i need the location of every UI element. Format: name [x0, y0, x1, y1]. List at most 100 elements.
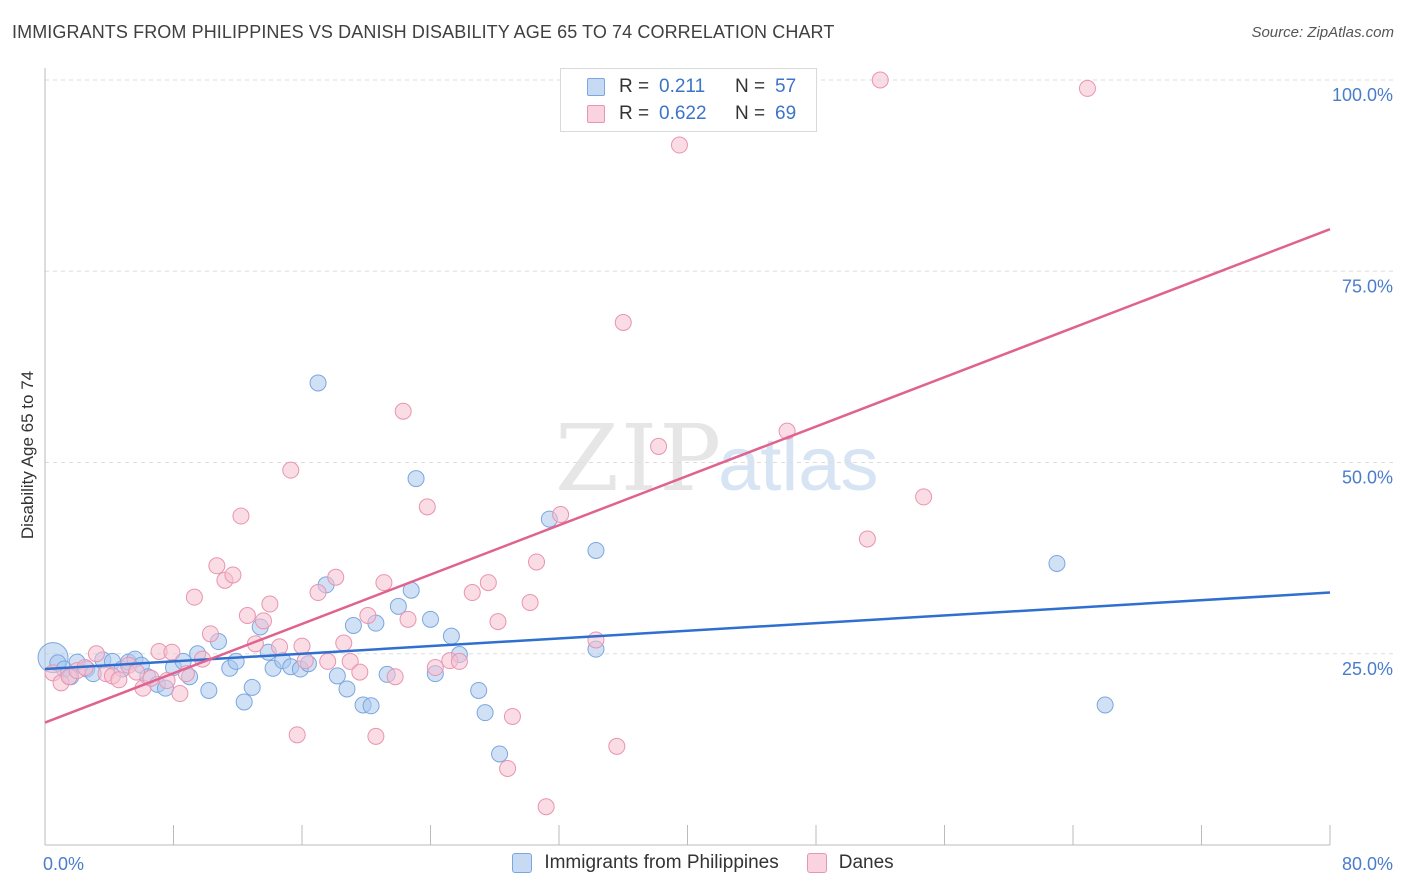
data-point: [407, 470, 425, 488]
data-point: [587, 541, 605, 559]
data-point: [1096, 696, 1114, 714]
data-point: [394, 402, 412, 420]
data-point: [309, 374, 327, 392]
legend-n-label: N =: [735, 76, 766, 97]
data-point: [319, 652, 337, 670]
data-point: [341, 652, 359, 670]
legend-swatch-pink: [587, 105, 605, 123]
data-point: [552, 506, 570, 524]
series-legend: Immigrants from Philippines Danes: [0, 852, 1406, 874]
data-point: [489, 613, 507, 631]
data-point: [858, 530, 876, 548]
data-point: [110, 671, 128, 689]
data-point: [208, 557, 226, 575]
y-tick-label: 50.0%: [1342, 468, 1393, 488]
source-label: Source: ZipAtlas.com: [1251, 24, 1394, 41]
data-point: [375, 574, 393, 592]
legend-row-danes: R = 0.622 N = 69: [587, 102, 796, 126]
data-point: [442, 627, 460, 645]
legend-label-danes: Danes: [838, 852, 894, 873]
data-point: [351, 663, 369, 681]
data-point: [200, 681, 218, 699]
legend-r-value: 0.622: [659, 103, 707, 124]
data-point: [87, 645, 105, 663]
legend-r-label: R =: [619, 76, 650, 97]
series-danes-points: [44, 71, 1096, 816]
data-point: [587, 631, 605, 649]
data-point: [470, 681, 488, 699]
data-point: [418, 498, 436, 516]
data-point: [271, 638, 289, 656]
data-point: [503, 707, 521, 725]
y-tick-label: 25.0%: [1342, 659, 1393, 679]
data-point: [328, 667, 346, 685]
stats-legend: R = 0.211 N = 57 R = 0.622 N = 69: [560, 68, 817, 132]
data-point: [915, 488, 933, 506]
x-tick-label: 80.0%: [1342, 854, 1393, 874]
data-point: [128, 663, 146, 681]
x-tick-label: 0.0%: [43, 854, 84, 874]
data-point: [422, 610, 439, 628]
data-point: [650, 437, 668, 455]
data-point: [309, 584, 327, 602]
data-point: [261, 595, 279, 613]
legend-n-label: N =: [735, 103, 766, 124]
data-point: [224, 566, 242, 584]
data-point: [344, 616, 362, 634]
data-point: [293, 637, 311, 655]
data-point: [389, 597, 407, 615]
data-point: [227, 652, 245, 670]
legend-swatch-pink: [806, 853, 827, 873]
data-point: [528, 553, 546, 571]
data-point: [426, 659, 444, 677]
data-point: [238, 607, 256, 624]
data-point: [491, 745, 509, 763]
gridlines: [45, 79, 1395, 655]
legend-r-label: R =: [619, 103, 650, 124]
x-axis-tick-labels: 0.0% 80.0%: [43, 854, 1393, 874]
data-point: [476, 704, 494, 722]
data-point: [243, 678, 261, 696]
data-point: [386, 668, 404, 686]
data-point: [367, 727, 385, 745]
data-point: [463, 584, 481, 602]
data-point: [499, 760, 517, 777]
data-point: [871, 71, 889, 89]
legend-label-philippines: Immigrants from Philippines: [544, 852, 779, 873]
data-point: [338, 680, 356, 698]
legend-r-value: 0.211: [659, 76, 706, 97]
chart-title: IMMIGRANTS FROM PHILIPPINES VS DANISH DI…: [12, 22, 835, 42]
data-point: [608, 737, 626, 755]
data-point: [185, 588, 203, 606]
data-point: [670, 136, 688, 154]
legend-item-danes: Danes: [806, 852, 894, 874]
y-tick-label: 75.0%: [1342, 276, 1393, 296]
watermark-zip: ZIP: [555, 405, 723, 512]
data-point: [479, 574, 497, 592]
data-point: [163, 643, 181, 661]
data-point: [614, 314, 632, 332]
data-point: [1078, 79, 1096, 97]
data-point: [201, 625, 219, 643]
data-point: [232, 507, 250, 525]
data-point: [171, 685, 189, 703]
legend-swatch-blue: [587, 78, 605, 96]
trend-line: [44, 228, 1331, 724]
legend-row-philippines: R = 0.211 N = 57: [587, 75, 796, 99]
data-point: [399, 610, 417, 628]
watermark-atlas: atlas: [718, 422, 879, 507]
data-point: [450, 652, 468, 670]
legend-swatch-blue: [512, 853, 533, 873]
data-point: [254, 612, 272, 630]
y-axis-tick-labels: 25.0% 50.0% 75.0% 100.0%: [1332, 85, 1393, 679]
data-point: [521, 593, 539, 611]
legend-n-value: 57: [775, 76, 797, 97]
data-point: [362, 697, 380, 715]
trend-line: [44, 591, 1331, 671]
data-point: [235, 693, 253, 711]
data-point: [288, 726, 306, 744]
data-point: [359, 607, 377, 624]
legend-n-value: 69: [775, 103, 797, 124]
data-point: [327, 568, 345, 586]
